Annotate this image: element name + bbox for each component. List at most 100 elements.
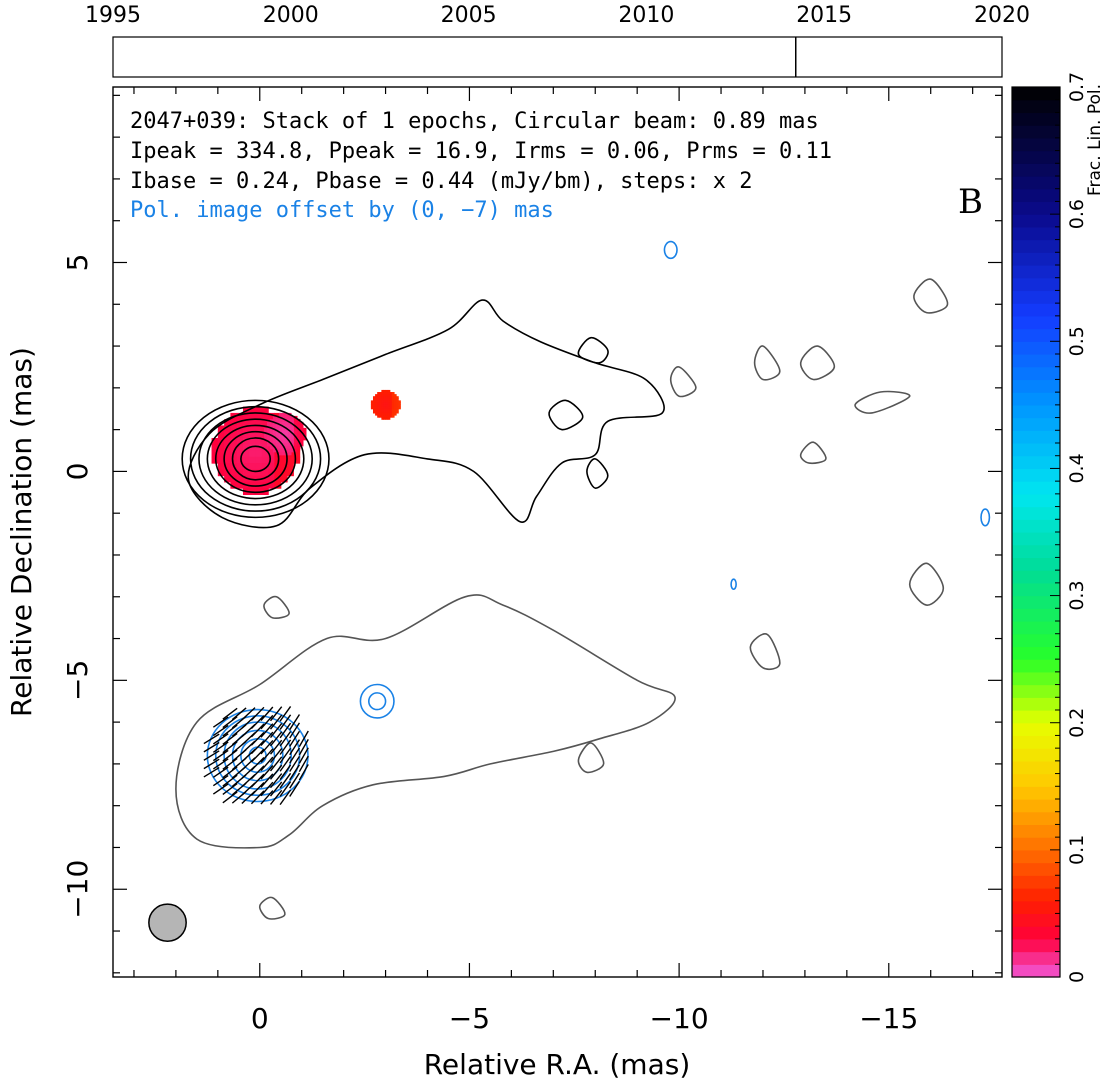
frac-pol-pixel [268,412,276,420]
frac-pol-pixel [383,398,387,401]
frac-pol-pixel [391,402,395,406]
frac-pol-pixel [377,396,380,399]
frac-pol-pixel [236,412,244,420]
evpa-tick [279,772,292,789]
evpa-tick [231,757,247,771]
frac-pol-pixel [299,424,304,429]
evpa-tick [269,706,283,722]
intensity-contour-jet [187,299,665,529]
frac-pol-pixel [387,400,391,404]
frac-pol-pixel [287,427,292,432]
frac-pol-pixel [387,406,391,410]
evpa-tick [298,730,309,747]
frac-pol-pixel [236,450,244,458]
colorbar-segment [1012,315,1060,330]
evpa-tick [260,714,274,730]
frac-pol-pixel [275,418,280,423]
frac-pol-pixel [293,442,298,447]
x-tick-label: −10 [650,1002,709,1035]
colorbar-segment [1012,837,1060,851]
x-tick-label: −5 [449,1002,490,1035]
frac-pol-pixel [281,412,286,417]
evpa-tick [212,733,229,745]
frac-pol-pixel [261,437,269,445]
frac-pol-pixel [249,412,257,420]
frac-pol-pixel [249,419,257,427]
frac-pol-pixel [290,436,295,441]
frac-pol-pixel [398,400,401,404]
frac-pol-pixel [381,410,385,414]
frac-pol-pixel [387,410,391,414]
colorbar-segment [1012,875,1060,889]
frac-pol-pixel [268,463,276,470]
frac-pol-pixel [389,406,393,410]
chart-title-line-2: Ipeak = 334.8, Ppeak = 16.9, Irms = 0.06… [130,139,832,164]
colorbar-segment [1012,417,1060,431]
frac-pol-pixel [377,406,380,410]
colorbar-segment [1012,722,1060,737]
evpa-tick [260,756,274,772]
colorbar-segment [1012,938,1060,953]
frac-pol-pixel [375,412,378,416]
frac-pol-pixel [385,406,389,410]
frac-pol-pixel [281,436,286,441]
frac-pol-pixel [398,406,401,410]
evpa-tick [289,781,301,797]
frac-pol-pixel [385,396,389,399]
frac-pol-pixel [242,463,250,470]
evpa-tick [269,714,283,730]
intensity-contour-core [231,437,280,481]
colorbar: 0 0.1 0.2 0.3 0.4 0.5 0.6 0.7 [1011,72,1088,983]
frac-pol-pixel [224,437,232,445]
y-tick-label: −10 [61,860,94,919]
frac-pol-pixel [396,400,399,404]
frac-pol-pixel [249,456,257,464]
frac-pol-pixel [287,442,292,447]
frac-pol-pixel [290,427,295,432]
frac-pol-pixel [387,398,391,401]
frac-pol-pixel [284,442,289,447]
frac-pol-pixel [217,450,225,458]
frac-pol-pixel [217,444,225,452]
frac-pol-pixel [383,410,387,414]
frac-pol-pixel [377,410,380,414]
plot-content [148,240,991,943]
frac-pol-pixel [393,406,397,410]
frac-pol-pixel [393,394,397,397]
frac-pol-pixel [389,392,393,395]
colorbar-segment [1012,455,1060,470]
frac-pol-pixel [385,410,389,414]
evpa-tick [231,765,247,779]
evpa-tick [279,722,292,739]
frac-pol-pixel [224,425,232,433]
evpa-tick [289,755,301,772]
frac-pol-pixel [280,463,288,470]
evpa-tick [231,715,247,729]
intensity-contour-core [206,418,305,500]
evpa-tick [289,747,301,764]
frac-pol-pixel [230,437,238,445]
colorbar-segment [1012,748,1060,762]
evpa-tick [260,706,274,721]
frac-pol-pixel [379,396,382,399]
evpa-tick [222,741,238,754]
colorbar-segment [1012,150,1060,164]
frac-pol-pixel [280,475,288,483]
timeline-year-label: 2015 [796,3,852,28]
frac-pol-pixel [389,396,393,399]
frac-pol-pixel [249,425,257,433]
colorbar-segment [1012,239,1060,253]
frac-pol-pixel [385,417,389,420]
frac-pol-pixel [293,421,298,426]
frac-pol-pixel [389,415,393,418]
evpa-tick [269,773,283,789]
frac-pol-pixel [272,433,277,438]
frac-pol-pixel [255,419,263,427]
frac-pol-pixel [278,436,283,441]
colorbar-segment [1012,671,1060,686]
frac-pol-pixel [266,442,271,447]
frac-pol-pixel [393,400,397,404]
frac-pol-pixel [242,431,250,439]
colorbar-segment [1012,608,1060,622]
frac-pol-pixel [302,436,307,441]
